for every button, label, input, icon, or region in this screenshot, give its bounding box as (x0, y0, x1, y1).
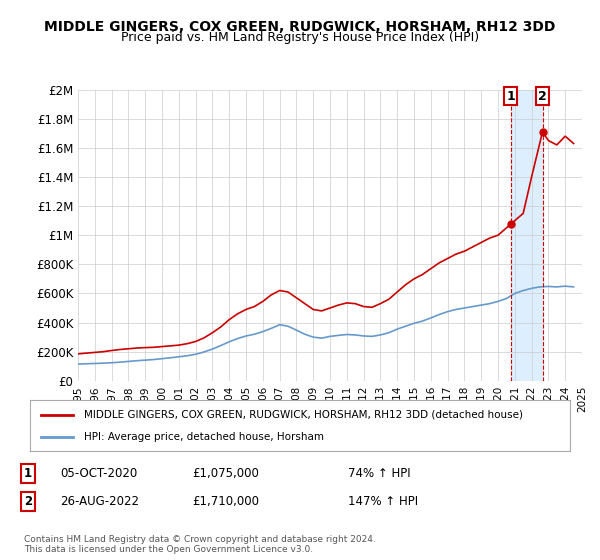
Text: 1: 1 (506, 90, 515, 102)
Text: £1,075,000: £1,075,000 (192, 466, 259, 480)
Text: MIDDLE GINGERS, COX GREEN, RUDGWICK, HORSHAM, RH12 3DD (detached house): MIDDLE GINGERS, COX GREEN, RUDGWICK, HOR… (84, 409, 523, 419)
Text: 1: 1 (24, 466, 32, 480)
Text: £1,710,000: £1,710,000 (192, 494, 259, 508)
Text: MIDDLE GINGERS, COX GREEN, RUDGWICK, HORSHAM, RH12 3DD: MIDDLE GINGERS, COX GREEN, RUDGWICK, HOR… (44, 20, 556, 34)
Text: 2: 2 (538, 90, 547, 102)
Text: 74% ↑ HPI: 74% ↑ HPI (348, 466, 410, 480)
Text: Price paid vs. HM Land Registry's House Price Index (HPI): Price paid vs. HM Land Registry's House … (121, 31, 479, 44)
Bar (511, 90, 542, 381)
Text: 05-OCT-2020: 05-OCT-2020 (60, 466, 137, 480)
Text: 147% ↑ HPI: 147% ↑ HPI (348, 494, 418, 508)
Text: 26-AUG-2022: 26-AUG-2022 (60, 494, 139, 508)
Text: Contains HM Land Registry data © Crown copyright and database right 2024.
This d: Contains HM Land Registry data © Crown c… (24, 535, 376, 554)
Text: HPI: Average price, detached house, Horsham: HPI: Average price, detached house, Hors… (84, 432, 324, 442)
Text: 2: 2 (24, 494, 32, 508)
